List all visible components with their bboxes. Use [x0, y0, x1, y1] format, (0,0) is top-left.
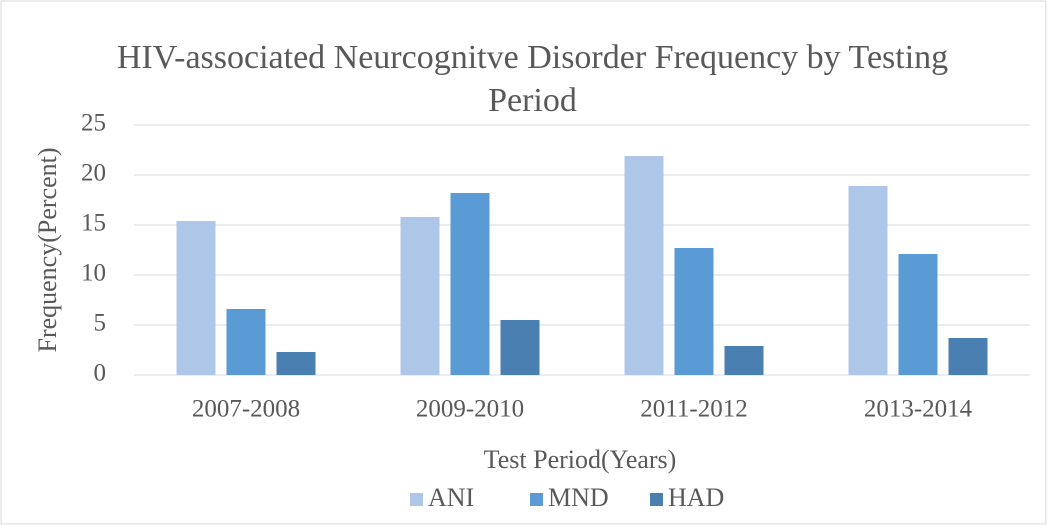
legend-swatch: [530, 493, 543, 506]
bar: [276, 352, 316, 375]
y-tick-label: 10: [81, 260, 106, 287]
y-tick-label: 20: [81, 160, 106, 187]
y-tick-label: 25: [81, 110, 106, 137]
legend-swatch: [650, 493, 663, 506]
x-tick-label: 2013-2014: [864, 396, 973, 423]
legend-label: MND: [548, 483, 609, 512]
legend-label: HAD: [668, 483, 724, 512]
bar: [724, 346, 764, 375]
bar: [624, 156, 664, 375]
chart-title: HIV-associated Neurcognitve Disorder Fre…: [116, 39, 949, 119]
y-tick-label: 5: [94, 310, 107, 337]
bar: [898, 254, 938, 375]
y-tick-label: 0: [94, 360, 107, 387]
y-tick-label: 15: [81, 210, 106, 237]
bar: [450, 193, 490, 375]
bar: [176, 221, 216, 375]
bar: [848, 186, 888, 375]
y-axis-title: Frequency(Percent): [33, 147, 62, 352]
bar: [500, 320, 540, 375]
bar: [400, 217, 440, 375]
x-axis-title: Test Period(Years): [484, 445, 677, 474]
bar: [948, 338, 988, 375]
bar: [226, 309, 266, 375]
bar: [674, 248, 714, 375]
x-tick-label: 2009-2010: [416, 396, 524, 423]
legend-swatch: [410, 493, 423, 506]
legend-label: ANI: [428, 483, 474, 512]
x-tick-label: 2007-2008: [192, 396, 300, 423]
x-tick-label: 2011-2012: [640, 396, 747, 423]
